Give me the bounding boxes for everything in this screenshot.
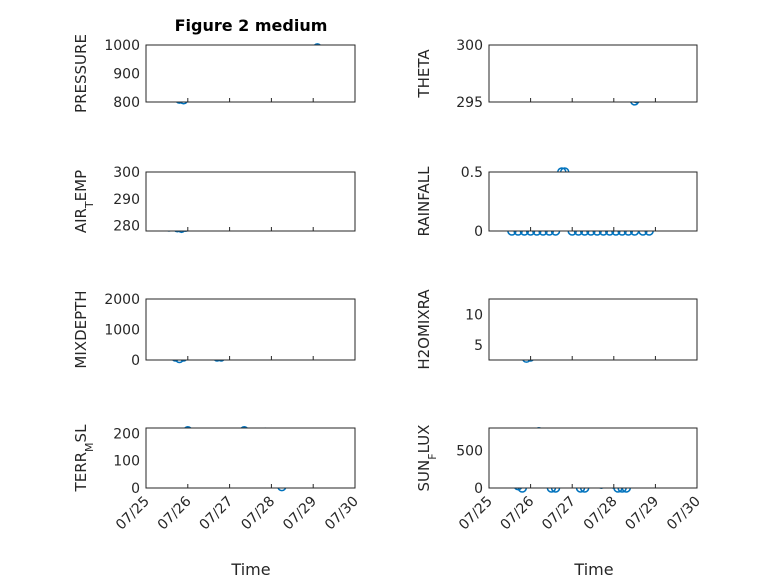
panel-sun_flux: 0 500 SUNFLUX 07/25 07/26 07/27 07/28 07/29 07/3…	[415, 425, 704, 534]
x-tick-label: 07/26	[155, 493, 195, 533]
y-tick-label: 0	[474, 224, 483, 240]
axis-box	[488, 44, 698, 103]
y-tick-label: 100	[113, 454, 140, 470]
axis-box	[488, 427, 698, 489]
x-tick-label: 07/27	[539, 494, 579, 534]
panel-pressure: 800 900 1000 PRESSURE	[72, 34, 356, 113]
x-tick-label: 07/26	[498, 493, 538, 533]
panel-mixdepth: 0 1000 2000 MIXDEPTH	[72, 290, 356, 369]
y-axis-label: RAINFALL	[415, 166, 433, 237]
y-tick-label: 295	[456, 95, 483, 111]
y-tick-label: 800	[113, 95, 140, 111]
panel-theta: 295 300 THETA	[415, 38, 698, 111]
y-axis-label: TERRMSL	[72, 424, 96, 493]
axis-box	[488, 298, 698, 361]
x-axis-label-right: Time	[573, 560, 613, 579]
y-axis-label: THETA	[415, 49, 433, 99]
y-tick-label: 0.5	[461, 165, 483, 181]
x-axis-label-left: Time	[230, 560, 270, 579]
panel-h2omixra: 5 10 H2OMIXRA	[415, 289, 698, 370]
y-tick-label: 0	[474, 481, 483, 497]
axis-box	[145, 171, 356, 232]
y-tick-label: 280	[113, 219, 140, 235]
figure-title: Figure 2 medium	[175, 16, 328, 35]
x-tick-label: 07/30	[664, 494, 704, 534]
x-tick-label: 07/28	[581, 494, 621, 534]
panel-terr_msl: 0 100 200 TERRMSL 07/25 07/26 07/27 07/28 07/29 0…	[72, 424, 362, 533]
y-tick-label: 2000	[104, 292, 140, 308]
x-tick-label: 07/25	[113, 494, 153, 534]
x-tick-label: 07/27	[197, 494, 237, 534]
y-tick-label: 300	[113, 165, 140, 181]
x-tick-label: 07/28	[238, 494, 278, 534]
y-tick-label: 500	[456, 444, 483, 460]
axis-box	[145, 427, 356, 489]
axis-box	[145, 298, 356, 361]
axis-box	[145, 44, 356, 103]
y-tick-label: 300	[456, 38, 483, 54]
y-tick-label: 0	[131, 353, 140, 369]
x-tick-label: 07/25	[456, 494, 496, 534]
panel-air_temp: 280 290 300 AIRTEMP	[72, 165, 356, 235]
y-tick-label: 1000	[104, 38, 140, 54]
y-axis-label: SUNFLUX	[415, 425, 439, 492]
x-tick-label: 07/29	[622, 494, 662, 534]
y-axis-label: AIRTEMP	[72, 170, 96, 233]
y-axis-label: H2OMIXRA	[415, 289, 433, 370]
x-tick-label: 07/29	[280, 494, 320, 534]
y-tick-label: 200	[113, 426, 140, 442]
y-axis-label: MIXDEPTH	[72, 290, 90, 368]
axis-box	[488, 171, 698, 232]
x-tick-label: 07/30	[322, 494, 362, 534]
y-tick-label: 290	[113, 192, 140, 208]
y-tick-label: 900	[113, 67, 140, 83]
panel-rainfall: 0 0.5 RAINFALL	[415, 165, 698, 240]
y-tick-label: 0	[131, 481, 140, 497]
y-axis-label: PRESSURE	[72, 34, 90, 113]
y-tick-label: 5	[474, 338, 483, 354]
y-tick-label: 1000	[104, 323, 140, 339]
y-tick-label: 10	[465, 307, 483, 323]
